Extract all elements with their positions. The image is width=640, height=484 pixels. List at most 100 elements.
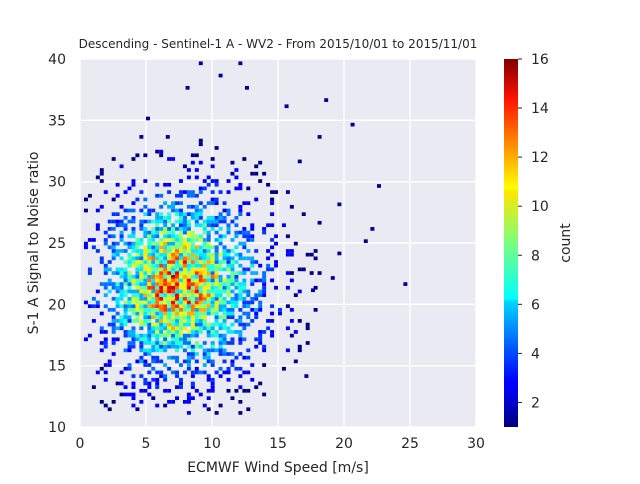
heatmap-cell bbox=[305, 252, 310, 257]
heatmap-cell bbox=[198, 160, 203, 165]
heatmap-cell bbox=[198, 238, 203, 242]
heatmap-cell bbox=[147, 260, 152, 264]
heatmap-cell bbox=[274, 234, 278, 239]
heatmap-cell bbox=[242, 234, 247, 239]
heatmap-cell bbox=[254, 271, 259, 275]
heatmap-cell bbox=[179, 219, 183, 224]
heatmap-cell bbox=[143, 293, 148, 297]
heatmap-cell bbox=[147, 293, 152, 297]
heatmap-cell bbox=[250, 227, 255, 231]
heatmap-cell bbox=[179, 311, 183, 316]
heatmap-cell bbox=[151, 252, 156, 257]
heatmap-cell bbox=[155, 385, 160, 389]
heatmap-cell bbox=[206, 330, 211, 334]
heatmap-cell bbox=[202, 238, 207, 242]
heatmap-cell bbox=[123, 293, 128, 297]
heatmap-cell bbox=[103, 282, 108, 286]
heatmap-cell bbox=[185, 85, 190, 90]
heatmap-cell bbox=[202, 311, 207, 316]
heatmap-cell bbox=[297, 348, 302, 353]
heatmap-cell bbox=[179, 212, 183, 217]
heatmap-cell bbox=[155, 296, 160, 301]
heatmap-cell bbox=[143, 197, 148, 202]
heatmap-cell bbox=[147, 311, 152, 316]
heatmap-cell bbox=[186, 234, 191, 239]
heatmap-cell bbox=[151, 241, 156, 246]
heatmap-cell bbox=[151, 293, 156, 297]
heatmap-cell bbox=[377, 184, 381, 188]
heatmap-cell bbox=[313, 285, 318, 290]
heatmap-cell bbox=[226, 230, 231, 235]
heatmap-cell bbox=[285, 249, 290, 253]
heatmap-cell bbox=[147, 315, 152, 320]
heatmap-cell bbox=[167, 190, 172, 194]
heatmap-cell bbox=[163, 256, 168, 261]
heatmap-cell bbox=[131, 274, 136, 279]
heatmap-cell bbox=[175, 252, 179, 257]
heatmap-cell bbox=[147, 304, 152, 309]
heatmap-cell bbox=[258, 289, 263, 294]
heatmap-cell bbox=[234, 168, 239, 172]
heatmap-cell bbox=[163, 238, 168, 242]
heatmap-cell bbox=[190, 282, 195, 286]
heatmap-cell bbox=[163, 274, 168, 279]
heatmap-cell bbox=[99, 256, 104, 261]
heatmap-cell bbox=[226, 326, 231, 331]
heatmap-cell bbox=[297, 159, 302, 164]
heatmap-cell bbox=[258, 381, 263, 386]
heatmap-cell bbox=[186, 267, 191, 272]
heatmap-cell bbox=[186, 193, 191, 198]
heatmap-cell bbox=[171, 330, 176, 334]
heatmap-cell bbox=[115, 193, 120, 198]
heatmap-cell bbox=[135, 296, 140, 301]
heatmap-cell bbox=[285, 252, 290, 257]
heatmap-cell bbox=[186, 319, 191, 323]
heatmap-cell bbox=[143, 322, 148, 327]
heatmap-cell bbox=[254, 337, 259, 342]
heatmap-cell bbox=[123, 223, 128, 228]
heatmap-cell bbox=[226, 263, 231, 268]
heatmap-cell bbox=[151, 278, 156, 283]
heatmap-cell bbox=[155, 274, 160, 279]
heatmap-cell bbox=[167, 333, 172, 338]
heatmap-cell bbox=[167, 319, 172, 323]
heatmap-cell bbox=[234, 285, 239, 290]
heatmap-cell bbox=[155, 308, 160, 312]
heatmap-cell bbox=[127, 282, 132, 286]
heatmap-cell bbox=[143, 204, 148, 209]
heatmap-cell bbox=[214, 278, 219, 283]
heatmap-cell bbox=[214, 263, 219, 268]
heatmap-cell bbox=[210, 348, 215, 353]
heatmap-cell bbox=[210, 377, 215, 382]
heatmap-cell bbox=[198, 278, 203, 283]
heatmap-cell bbox=[238, 315, 243, 320]
heatmap-cell bbox=[330, 276, 335, 280]
colorbar-tick-label: 16 bbox=[531, 52, 549, 68]
heatmap-cell bbox=[210, 293, 215, 297]
heatmap-cell bbox=[190, 212, 195, 217]
heatmap-cell bbox=[159, 315, 164, 320]
heatmap-cell bbox=[119, 326, 124, 331]
heatmap-cell bbox=[175, 341, 179, 345]
heatmap-cell bbox=[123, 274, 128, 279]
heatmap-cell bbox=[131, 208, 136, 213]
heatmap-cell bbox=[190, 333, 195, 338]
heatmap-cell bbox=[115, 219, 120, 224]
heatmap-cell bbox=[171, 289, 176, 294]
heatmap-cell bbox=[115, 267, 120, 272]
heatmap-cell bbox=[289, 204, 294, 209]
heatmap-cell bbox=[270, 223, 275, 228]
heatmap-cell bbox=[119, 370, 124, 375]
heatmap-cell bbox=[214, 230, 219, 235]
heatmap-cell bbox=[194, 315, 199, 320]
heatmap-cell bbox=[155, 227, 160, 231]
heatmap-cell bbox=[119, 381, 124, 386]
heatmap-cell bbox=[139, 355, 144, 360]
heatmap-cell bbox=[218, 282, 223, 286]
heatmap-cell bbox=[171, 241, 176, 246]
heatmap-cell bbox=[311, 288, 315, 293]
heatmap-cell bbox=[95, 289, 100, 294]
heatmap-cell bbox=[194, 238, 199, 242]
heatmap-cell bbox=[218, 219, 223, 224]
